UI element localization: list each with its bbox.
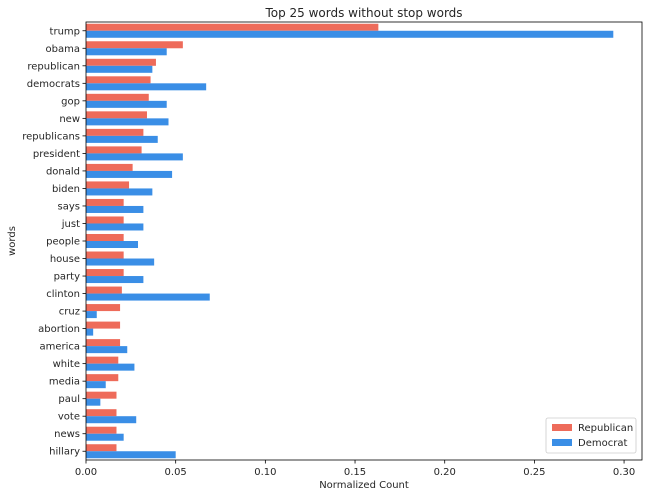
y-tick-label: party — [54, 272, 81, 283]
bar-republican-paul — [86, 391, 117, 399]
bar-democrat-media — [86, 381, 106, 389]
bar-democrat-new — [86, 118, 169, 126]
legend: Republican Democrat — [545, 417, 637, 454]
bar-republican-party — [86, 269, 124, 277]
legend-label-republican: Republican — [578, 423, 633, 434]
bar-democrat-hillary — [86, 451, 176, 459]
y-tick-label: clinton — [46, 289, 80, 300]
bar-democrat-paul — [86, 398, 101, 406]
x-tick-label: 0.20 — [434, 467, 456, 478]
y-tick-label: republican — [27, 61, 80, 72]
legend-label-democrat: Democrat — [578, 438, 627, 449]
bar-democrat-trump — [86, 30, 614, 38]
x-axis: 0.00 0.05 0.10 0.15 0.20 0.25 0.30 — [75, 460, 635, 478]
bar-democrat-republicans — [86, 135, 158, 143]
bar-democrat-just — [86, 223, 144, 231]
bar-democrat-cruz — [86, 311, 97, 319]
chart-title: Top 25 words without stop words — [264, 6, 462, 20]
bar-democrat-obama — [86, 48, 167, 56]
y-tick-label: says — [58, 201, 80, 212]
bar-democrat-clinton — [86, 293, 210, 301]
bars-group — [86, 23, 614, 459]
bar-democrat-news — [86, 433, 124, 441]
bar-republican-democrats — [86, 76, 151, 84]
bar-republican-white — [86, 356, 119, 364]
bar-republican-republicans — [86, 128, 144, 136]
y-tick-label: hillary — [49, 447, 80, 458]
x-tick-label: 0.30 — [613, 467, 635, 478]
y-tick-label: cruz — [59, 307, 80, 318]
y-tick-label: paul — [58, 394, 80, 405]
bar-republican-president — [86, 146, 142, 154]
y-tick-label: people — [46, 237, 80, 248]
bar-democrat-abortion — [86, 328, 94, 336]
bar-democrat-democrats — [86, 83, 207, 91]
y-tick-label: obama — [46, 44, 80, 55]
bar-republican-trump — [86, 23, 379, 31]
bar-republican-people — [86, 233, 124, 241]
bar-democrat-biden — [86, 188, 153, 196]
bar-republican-gop — [86, 93, 149, 101]
y-tick-label: vote — [58, 412, 80, 423]
x-tick-label: 0.25 — [523, 467, 545, 478]
bar-democrat-republican — [86, 65, 153, 73]
legend-swatch-democrat — [552, 439, 572, 446]
bar-democrat-america — [86, 346, 128, 354]
bar-democrat-people — [86, 241, 139, 249]
bar-democrat-gop — [86, 100, 167, 108]
y-tick-label: house — [50, 254, 80, 265]
bar-republican-cruz — [86, 304, 121, 312]
legend-swatch-republican — [552, 424, 572, 431]
bar-republican-new — [86, 111, 147, 119]
bar-democrat-donald — [86, 170, 173, 178]
y-tick-label: media — [49, 377, 80, 388]
bar-republican-donald — [86, 163, 133, 171]
y-tick-label: just — [61, 219, 80, 230]
bar-democrat-president — [86, 153, 183, 161]
bar-democrat-party — [86, 276, 144, 284]
bar-democrat-says — [86, 205, 144, 213]
y-tick-label: america — [39, 342, 80, 353]
y-tick-label: gop — [61, 96, 80, 107]
bar-republican-house — [86, 251, 124, 259]
y-tick-label: biden — [52, 184, 80, 195]
y-tick-label: president — [33, 149, 80, 160]
x-tick-label: 0.10 — [254, 467, 276, 478]
bar-republican-clinton — [86, 286, 122, 294]
y-tick-label: abortion — [38, 324, 80, 335]
bar-democrat-white — [86, 363, 135, 371]
x-tick-label: 0.05 — [165, 467, 187, 478]
bar-republican-republican — [86, 58, 156, 66]
x-axis-label: Normalized Count — [319, 480, 409, 491]
bar-democrat-house — [86, 258, 155, 266]
x-tick-label: 0.15 — [344, 467, 366, 478]
bar-republican-media — [86, 374, 119, 382]
y-tick-label: new — [59, 114, 80, 125]
y-tick-label: news — [54, 429, 80, 440]
y-tick-label: republicans — [22, 131, 80, 142]
bar-democrat-vote — [86, 416, 137, 424]
bar-republican-abortion — [86, 321, 121, 329]
y-tick-label: white — [53, 359, 80, 370]
bar-republican-america — [86, 339, 121, 347]
y-tick-label: trump — [50, 26, 80, 37]
bar-republican-news — [86, 426, 117, 434]
y-tick-label: donald — [46, 166, 80, 177]
bar-republican-just — [86, 216, 124, 224]
bar-republican-vote — [86, 409, 117, 417]
bar-republican-biden — [86, 181, 130, 189]
bar-republican-hillary — [86, 444, 117, 452]
y-axis: trump obama republican democrats gop new repub… — [22, 26, 86, 458]
bar-republican-obama — [86, 41, 183, 49]
bar-republican-says — [86, 198, 124, 206]
y-axis-label: words — [7, 226, 18, 256]
y-tick-label: democrats — [27, 79, 80, 90]
x-tick-label: 0.00 — [75, 467, 97, 478]
